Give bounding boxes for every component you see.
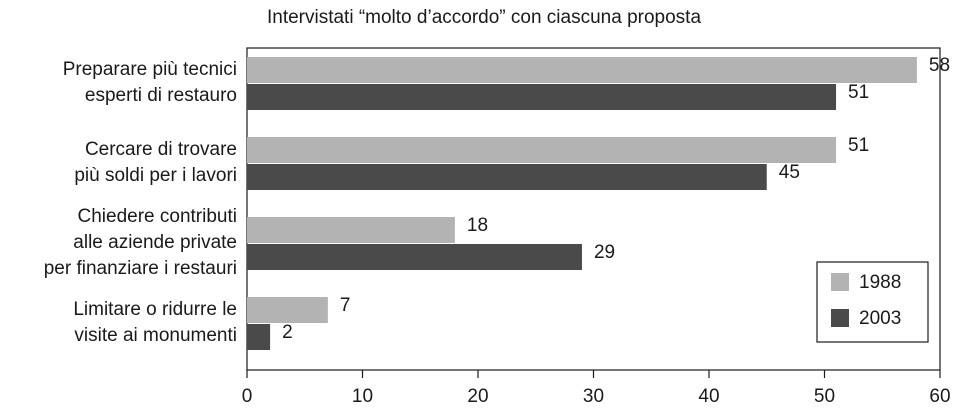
category-label: Cercare di trovare — [85, 139, 237, 160]
value-label: 51 — [848, 135, 869, 156]
legend-swatch — [831, 273, 849, 291]
x-tick-label: 0 — [242, 386, 253, 407]
value-label: 18 — [467, 215, 488, 236]
bar — [247, 164, 767, 190]
bar — [247, 137, 837, 163]
bar — [247, 84, 837, 110]
category-label: per finanziare i restauri — [44, 258, 237, 279]
value-label: 29 — [594, 242, 615, 263]
x-tick-label: 10 — [352, 386, 373, 407]
chart-title: Intervistati “molto d’accordo” con ciasc… — [267, 7, 701, 28]
x-tick-label: 50 — [814, 386, 835, 407]
category-label: esperti di restauro — [85, 85, 237, 106]
bar — [247, 217, 455, 243]
value-label: 45 — [779, 162, 800, 183]
legend-label: 2003 — [859, 308, 901, 329]
value-label: 7 — [340, 295, 351, 316]
category-label: visite ai monumenti — [74, 325, 237, 346]
category-label: Limitare o ridurre le — [73, 299, 237, 320]
x-tick-label: 60 — [929, 386, 950, 407]
category-label: alle aziende private — [73, 232, 237, 253]
x-tick-label: 40 — [698, 386, 719, 407]
value-label: 51 — [848, 82, 869, 103]
value-label: 58 — [929, 55, 950, 76]
category-label: Preparare più tecnici — [63, 59, 237, 80]
legend-label: 1988 — [859, 272, 901, 293]
bar — [247, 57, 917, 83]
value-label: 2 — [282, 322, 293, 343]
x-tick-label: 30 — [583, 386, 604, 407]
bar — [247, 324, 271, 350]
legend-swatch — [831, 309, 849, 327]
category-label: più soldi per i lavori — [74, 165, 237, 186]
category-label: Chiedere contributi — [78, 206, 237, 227]
x-tick-label: 20 — [467, 386, 488, 407]
bar — [247, 297, 328, 323]
bar — [247, 244, 582, 270]
